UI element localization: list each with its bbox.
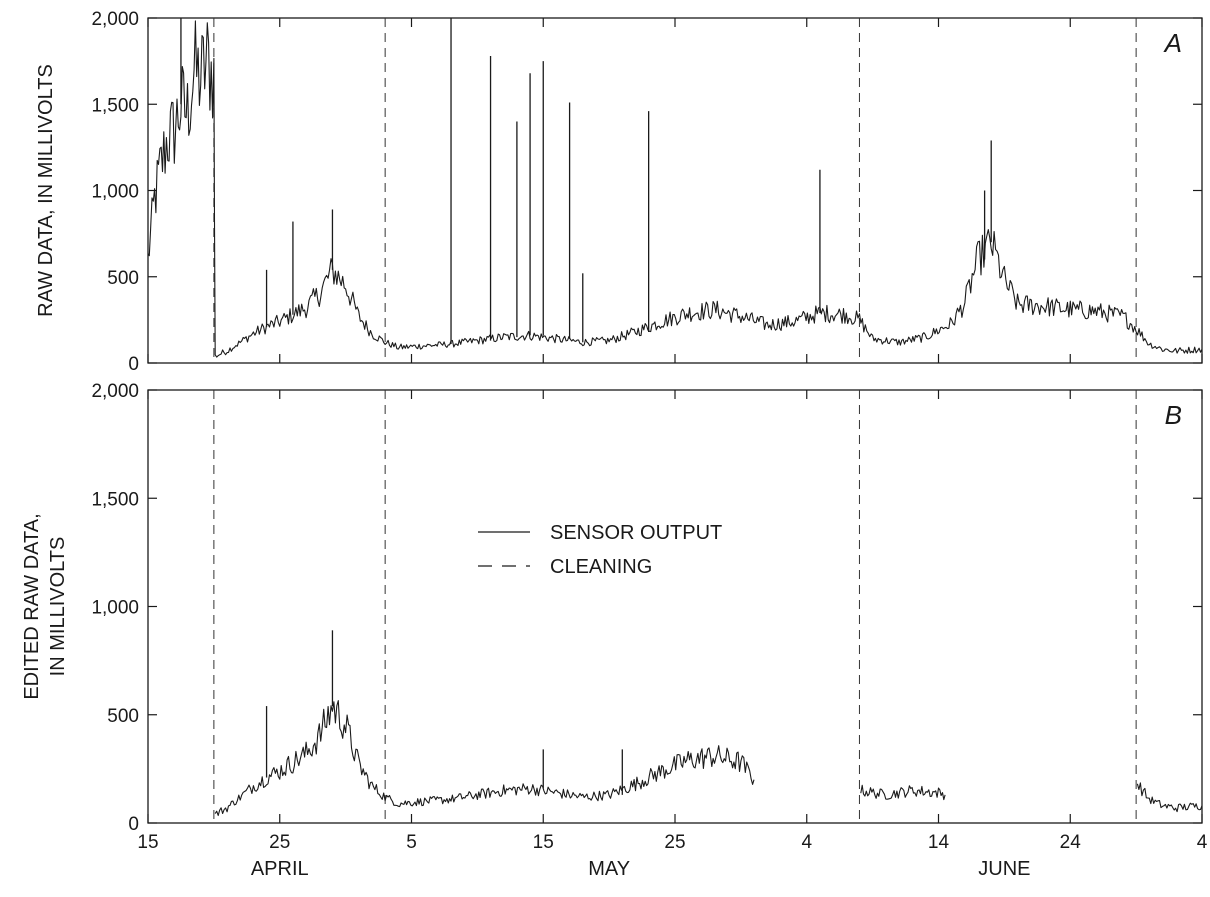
sensor-output-line: [860, 784, 946, 801]
panel-letter: A: [1163, 28, 1182, 58]
y-axis-title: RAW DATA, IN MILLIVOLTS: [35, 64, 57, 317]
legend-label: SENSOR OUTPUT: [550, 522, 722, 544]
x-tick-label: 4: [1197, 832, 1208, 853]
y-tick-label: 1,500: [91, 489, 139, 510]
y-tick-label: 0: [128, 814, 139, 835]
panel-a: 0 500 1,000 1,500 2,000 RAW DATA, IN MILLIVOL…: [35, 9, 1203, 375]
x-tick-label: 24: [1060, 832, 1082, 853]
month-label: MAY: [588, 858, 630, 880]
y-tick-label: 500: [107, 706, 139, 727]
y-tick-label: 2,000: [91, 9, 139, 30]
y-axis-title-line: IN MILLIVOLTS: [47, 537, 69, 677]
legend: SENSOR OUTPUT CLEANING: [478, 522, 722, 578]
x-tick-label: 25: [269, 832, 290, 853]
x-axis: 15 25 5 15 25 4 14 24 4 APRIL MAY JUNE: [137, 832, 1207, 880]
x-tick-label: 5: [406, 832, 417, 853]
sensor-output-line: [1136, 782, 1203, 813]
y-tick-label: 1,500: [91, 95, 139, 116]
x-tick-label: 15: [533, 832, 554, 853]
x-tick-label: 15: [137, 832, 158, 853]
x-tick-label: 14: [928, 832, 950, 853]
plot-frame-b: [147, 389, 1203, 824]
x-tick-label: 25: [664, 832, 685, 853]
panel-b: 0 500 1,000 1,500 2,000 EDITED RAW DATA, IN MI…: [21, 381, 1203, 835]
y-axis-title-line: EDITED RAW DATA,: [21, 513, 43, 699]
sensor-output-line: [214, 700, 755, 817]
panel-letter: B: [1165, 400, 1182, 430]
y-tick-label: 1,000: [91, 182, 139, 203]
x-tick-label: 4: [801, 832, 812, 853]
plot-frame-a: [147, 17, 1203, 364]
y-tick-label: 1,000: [91, 598, 139, 619]
y-tick-label: 500: [107, 268, 139, 289]
month-label: APRIL: [251, 858, 309, 880]
month-label: JUNE: [978, 858, 1030, 880]
y-tick-label: 2,000: [91, 381, 139, 402]
sensor-output-line: [147, 20, 1203, 358]
y-tick-label: 0: [128, 354, 139, 375]
legend-label: CLEANING: [550, 556, 652, 578]
